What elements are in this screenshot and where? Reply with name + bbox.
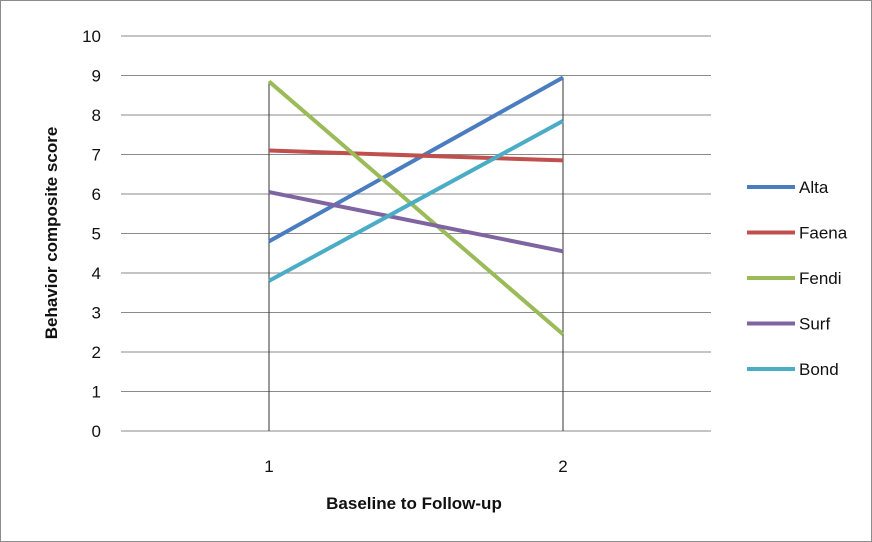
- y-tick-label: 4: [92, 264, 101, 283]
- y-tick-label: 1: [92, 383, 101, 402]
- y-tick-label: 5: [92, 225, 101, 244]
- series-line-fendi: [269, 81, 563, 334]
- legend-label-alta: Alta: [799, 178, 829, 197]
- x-tick-label: 2: [558, 457, 567, 476]
- series-lines: [269, 77, 563, 334]
- y-tick-labels: 0 1 2 3 4 5 6 7 8 9 10: [82, 27, 101, 441]
- y-tick-label: 6: [92, 185, 101, 204]
- legend-label-fendi: Fendi: [799, 269, 842, 288]
- legend: Alta Faena Fendi Surf Bond: [747, 178, 848, 379]
- legend-label-faena: Faena: [799, 224, 848, 243]
- gridlines: [121, 36, 711, 431]
- y-tick-label: 8: [92, 106, 101, 125]
- y-tick-label: 9: [92, 67, 101, 86]
- y-tick-label: 2: [92, 343, 101, 362]
- y-tick-label: 0: [92, 422, 101, 441]
- y-axis-title: Behavior composite score: [42, 127, 61, 340]
- legend-label-surf: Surf: [799, 315, 830, 334]
- y-tick-label: 7: [92, 146, 101, 165]
- y-tick-label: 10: [82, 27, 101, 46]
- x-tick-label: 1: [264, 457, 273, 476]
- x-axis-title: Baseline to Follow-up: [326, 494, 502, 513]
- legend-label-bond: Bond: [799, 360, 839, 379]
- y-tick-label: 3: [92, 304, 101, 323]
